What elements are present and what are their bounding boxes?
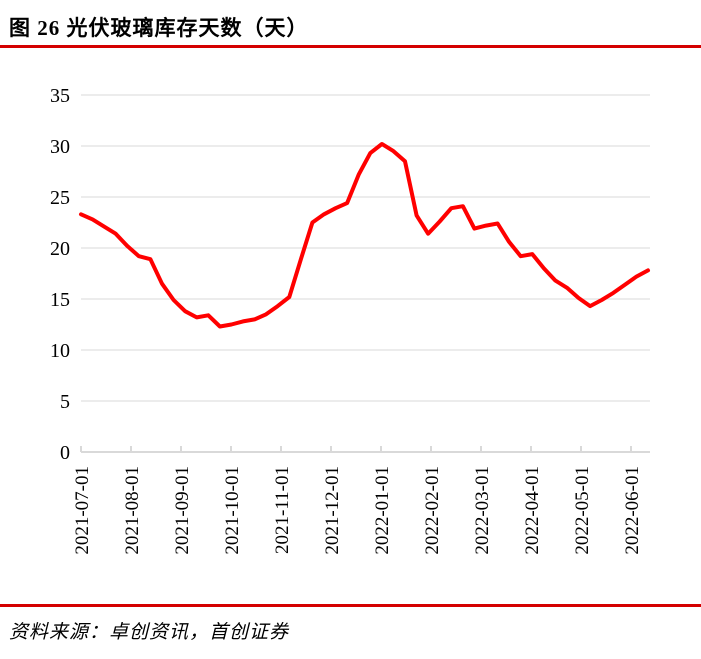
- y-tick-label: 30: [50, 136, 70, 158]
- x-tick-label: 2022-04-01: [522, 466, 543, 555]
- x-tick-label: 2021-11-01: [272, 466, 293, 554]
- y-tick-label: 10: [50, 340, 70, 362]
- x-tick-label: 2022-03-01: [472, 466, 493, 555]
- y-tick-label: 15: [50, 289, 70, 311]
- x-tick-label: 2022-01-01: [372, 466, 393, 555]
- y-tick-label: 35: [50, 85, 70, 107]
- y-tick-label: 20: [50, 238, 70, 260]
- x-tick-label: 2021-07-01: [72, 466, 93, 555]
- line-chart: 2021-07-01 2021-08-01 2021-09-01 2021-10-01…: [50, 85, 650, 555]
- x-tick-label: 2021-08-01: [122, 466, 143, 555]
- series-line: [79, 142, 650, 329]
- figure-title: 图 26 光伏玻璃库存天数（天）: [9, 16, 309, 40]
- bottom-divider: [0, 604, 701, 607]
- x-tick-label: 2022-05-01: [572, 466, 593, 555]
- top-divider: [0, 45, 701, 48]
- x-tick-label: 2022-06-01: [622, 466, 643, 555]
- source-note: 资料来源：卓创资讯，首创证券: [9, 622, 290, 643]
- x-tick-label: 2021-12-01: [322, 466, 343, 555]
- y-tick-label: 25: [50, 187, 70, 209]
- x-tick-label: 2021-09-01: [172, 466, 193, 555]
- y-tick-label: 0: [60, 442, 70, 464]
- y-tick-label: 5: [60, 391, 70, 413]
- x-tick-label: 2022-02-01: [422, 466, 443, 555]
- x-tick-label: 2021-10-01: [222, 466, 243, 555]
